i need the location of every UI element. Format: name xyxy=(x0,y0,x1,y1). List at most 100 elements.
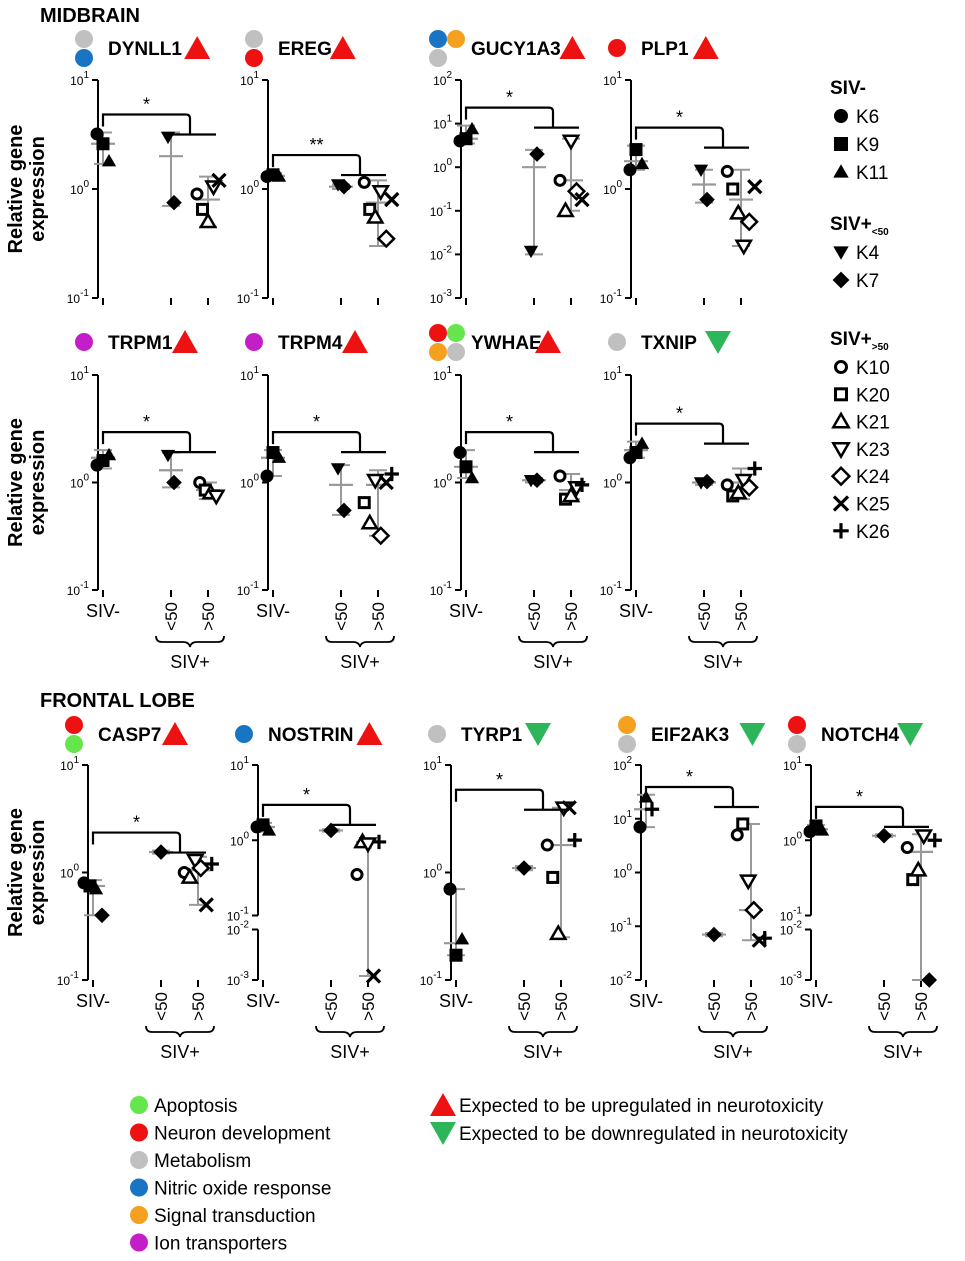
shape-legend-marker xyxy=(830,466,852,487)
x-label-lt50: <50 xyxy=(525,602,544,631)
data-point xyxy=(90,127,104,141)
significance-label: * xyxy=(676,108,683,128)
significance-bracket xyxy=(634,422,725,444)
category-dot xyxy=(447,343,465,361)
data-point xyxy=(644,802,660,817)
x-label-lt50: <50 xyxy=(162,602,181,631)
shape-legend-marker xyxy=(834,137,848,151)
x-label-gt50: >50 xyxy=(912,992,931,1021)
x-label-lt50: <50 xyxy=(322,992,341,1021)
data-point xyxy=(908,860,928,877)
shape-legend-label-k11: K11 xyxy=(856,163,888,184)
x-label-siv-neg: SIV- xyxy=(256,601,290,621)
y-tick-label: 100 xyxy=(603,473,622,491)
category-dot xyxy=(618,735,636,753)
direction-legend-label: Expected to be downregulated in neurotox… xyxy=(459,1124,848,1145)
shape-legend-label-k4: K4 xyxy=(856,243,880,264)
y-tick-label: 10-3 xyxy=(780,970,803,988)
y-tick-exponent: -1 xyxy=(250,288,259,299)
data-point xyxy=(546,870,560,884)
y-tick-label: 101 xyxy=(230,755,249,773)
direction-triangle-tyrp1 xyxy=(525,723,551,746)
direction-triangle-dynll1 xyxy=(184,36,211,59)
data-point xyxy=(927,833,942,848)
data-point xyxy=(728,483,748,500)
x-label-siv-pos: SIV+ xyxy=(703,652,743,672)
panel-title-gucy1a3: GUCY1A3 xyxy=(471,39,561,60)
y-tick-exponent: 1 xyxy=(253,70,259,81)
x-label-siv-pos: SIV+ xyxy=(340,652,380,672)
data-point xyxy=(323,822,339,839)
shape-legend-marker xyxy=(832,495,850,512)
y-tick-exponent: 0 xyxy=(436,863,442,874)
data-point xyxy=(548,923,568,941)
category-dot xyxy=(65,735,83,753)
siv-plus-brace xyxy=(688,635,758,648)
y-tick-label: 101 xyxy=(60,755,79,773)
data-point xyxy=(384,466,399,482)
category-dot xyxy=(235,725,253,743)
category-dot xyxy=(788,716,806,734)
data-point xyxy=(553,173,567,187)
category-legend-dot xyxy=(130,1096,148,1114)
direction-triangle-plp1 xyxy=(692,36,719,59)
data-point xyxy=(96,137,110,151)
x-label-gt50: >50 xyxy=(742,992,761,1021)
data-point xyxy=(529,146,545,162)
data-point xyxy=(561,486,581,503)
data-point xyxy=(449,948,463,962)
significance-bracket xyxy=(634,126,725,148)
y-tick-exponent: 1 xyxy=(446,365,452,376)
y-tick-exponent: 0 xyxy=(626,863,632,874)
y-tick-label: 10-1 xyxy=(430,580,453,598)
data-point xyxy=(206,489,226,506)
y-tick-exponent: 1 xyxy=(796,755,802,766)
y-axis-label: expression xyxy=(27,820,49,926)
x-label-siv-pos: SIV+ xyxy=(713,1042,753,1062)
siv-plus-brace xyxy=(518,635,588,648)
y-tick-exponent: 0 xyxy=(616,179,622,190)
x-label-siv-neg: SIV- xyxy=(619,601,653,621)
x-label-gt50: >50 xyxy=(732,602,751,631)
y-tick-label: 100 xyxy=(70,473,89,491)
x-label-lt50: <50 xyxy=(152,992,171,1021)
category-legend-label: Neuron development xyxy=(154,1124,331,1145)
significance-label: * xyxy=(676,404,683,424)
category-dot xyxy=(245,30,263,48)
y-tick-label: 100 xyxy=(240,179,259,197)
data-point xyxy=(523,245,539,259)
significance-label: * xyxy=(143,412,150,432)
shape-legend-label-k20: K20 xyxy=(856,385,890,406)
data-point xyxy=(720,478,734,492)
direction-triangle-eif2ak3 xyxy=(739,723,766,746)
y-tick-exponent: -1 xyxy=(433,970,442,981)
data-point xyxy=(553,469,567,483)
significance-label: * xyxy=(496,770,503,790)
direction-triangle-gucy1a3 xyxy=(559,36,586,59)
data-point xyxy=(747,179,763,195)
data-point xyxy=(365,473,385,490)
y-tick-exponent: -3 xyxy=(443,288,452,299)
shape-legend-marker xyxy=(833,164,849,178)
shape-legend-label-k24: K24 xyxy=(856,467,890,488)
category-legend-dot xyxy=(130,1151,148,1169)
significance-label: * xyxy=(313,412,320,432)
data-point xyxy=(516,860,532,876)
data-point xyxy=(728,203,748,220)
category-dot xyxy=(428,725,446,743)
significance-bracket xyxy=(261,803,352,825)
panel-title-eif2ak3: EIF2AK3 xyxy=(651,725,729,746)
y-axis-label: Relative gene xyxy=(5,808,27,937)
x-label-siv-pos: SIV+ xyxy=(170,652,210,672)
y-tick-label: 10-1 xyxy=(67,288,90,306)
y-tick-label: 101 xyxy=(70,70,89,88)
data-point xyxy=(88,882,104,895)
data-point xyxy=(358,837,378,854)
y-tick-exponent: -2 xyxy=(240,920,249,931)
data-point xyxy=(633,820,647,834)
category-dot xyxy=(429,343,447,361)
y-axis-label: Relative gene xyxy=(5,125,27,254)
category-legend-label: Ion transporters xyxy=(154,1234,287,1255)
significance-label: * xyxy=(506,412,513,432)
data-point xyxy=(529,472,545,489)
